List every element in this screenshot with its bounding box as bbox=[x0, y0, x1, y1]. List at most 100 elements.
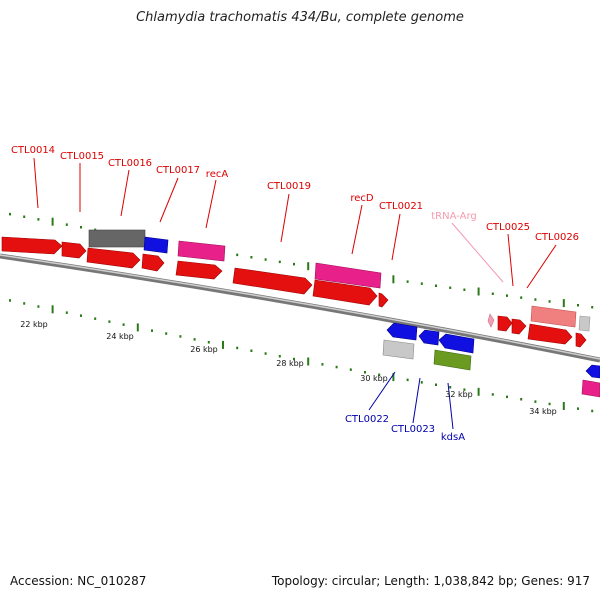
minor-tick bbox=[449, 286, 452, 289]
minor-tick bbox=[534, 298, 537, 301]
gene-arrow-ctl0015[interactable] bbox=[61, 241, 87, 259]
gene-arrow-rev-right[interactable] bbox=[585, 364, 600, 379]
major-tick bbox=[392, 373, 395, 382]
lower-tick-row bbox=[9, 299, 594, 413]
gene-arrow-small-1[interactable] bbox=[497, 315, 513, 332]
gene-arrow-rev-3[interactable] bbox=[438, 333, 475, 354]
minor-tick bbox=[591, 409, 594, 413]
major-tick bbox=[392, 275, 395, 284]
minor-tick bbox=[577, 407, 579, 410]
minor-tick bbox=[463, 288, 466, 291]
minor-tick bbox=[364, 371, 366, 374]
genome-backbone bbox=[0, 253, 600, 363]
upper-label-leaders bbox=[33, 157, 557, 289]
minor-tick bbox=[534, 400, 537, 403]
feature-box-gray[interactable] bbox=[88, 229, 146, 248]
minor-tick bbox=[577, 304, 579, 307]
scale-label: 32 kbp bbox=[445, 390, 473, 399]
gene-arrow-small-2[interactable] bbox=[575, 332, 587, 348]
minor-tick bbox=[591, 306, 594, 309]
trna-arg-arrow[interactable] bbox=[487, 313, 495, 328]
genome-summary-text: Topology: circular; Length: 1,038,842 bp… bbox=[271, 574, 590, 588]
minor-tick bbox=[520, 398, 523, 401]
gene-arrow-ctl0017[interactable] bbox=[141, 253, 165, 272]
gene-arrow-ctl0019[interactable] bbox=[232, 267, 313, 295]
minor-tick bbox=[37, 218, 40, 221]
minor-tick bbox=[108, 320, 111, 323]
scale-label: 26 kbp bbox=[190, 345, 218, 354]
gene-arrow-rev-1[interactable] bbox=[386, 322, 418, 341]
minor-tick bbox=[491, 393, 494, 396]
gene-box-ctl0022[interactable] bbox=[382, 339, 415, 360]
label-ctl0014: CTL0014 bbox=[11, 145, 55, 156]
minor-tick bbox=[278, 355, 281, 358]
minor-tick bbox=[37, 305, 40, 308]
minor-tick bbox=[406, 280, 409, 283]
major-tick bbox=[562, 299, 565, 308]
label-reca: recA bbox=[206, 169, 229, 180]
major-tick bbox=[477, 387, 480, 396]
gene-box-kdsa[interactable] bbox=[433, 349, 472, 371]
minor-tick bbox=[435, 284, 437, 287]
upper-gene-labels: CTL0014 CTL0015 CTL0016 CTL0017 recA CTL… bbox=[11, 145, 579, 243]
major-tick bbox=[51, 305, 54, 314]
gene-box-rev-right-pink[interactable] bbox=[581, 379, 600, 398]
minor-tick bbox=[80, 314, 82, 317]
minor-tick bbox=[321, 363, 324, 366]
label-ctl0022: CTL0022 bbox=[345, 414, 389, 425]
minor-tick bbox=[278, 260, 281, 264]
major-tick bbox=[562, 402, 565, 410]
gene-arrow-ctl0026[interactable] bbox=[527, 323, 573, 345]
label-ctl0016: CTL0016 bbox=[108, 158, 152, 169]
gene-arrow-ctl0016[interactable] bbox=[86, 247, 141, 269]
label-recd: recD bbox=[350, 193, 374, 204]
minor-tick bbox=[151, 329, 153, 332]
minor-tick bbox=[406, 378, 409, 382]
minor-tick bbox=[378, 373, 381, 376]
scale-label: 24 kbp bbox=[106, 332, 134, 341]
label-ctl0023: CTL0023 bbox=[391, 424, 435, 435]
minor-tick bbox=[349, 368, 352, 371]
minor-tick bbox=[420, 282, 423, 285]
feature-box-pink-1[interactable] bbox=[177, 240, 226, 262]
major-tick bbox=[51, 217, 54, 226]
minor-tick bbox=[250, 256, 253, 259]
minor-tick bbox=[264, 352, 267, 355]
minor-tick bbox=[236, 253, 239, 257]
scale-labels: 22 kbp 24 kbp 26 kbp 28 kbp 30 kbp 32 kb… bbox=[20, 320, 557, 416]
feature-box-salmon[interactable] bbox=[530, 305, 577, 328]
minor-tick bbox=[463, 388, 466, 391]
gene-arrow-ctl0025[interactable] bbox=[511, 318, 527, 335]
gene-arrow-reca[interactable] bbox=[175, 260, 223, 280]
feature-box-lightgray-right[interactable] bbox=[578, 315, 591, 332]
minor-tick bbox=[506, 294, 508, 297]
lower-gene-labels: CTL0022 CTL0023 kdsA bbox=[345, 414, 465, 443]
gene-arrow-ctl0021[interactable] bbox=[378, 292, 389, 308]
gene-arrow-rev-2[interactable] bbox=[418, 329, 440, 346]
minor-tick bbox=[435, 383, 437, 386]
minor-tick bbox=[548, 402, 551, 406]
major-tick bbox=[136, 323, 139, 332]
minor-tick bbox=[23, 215, 26, 218]
feature-box-blue[interactable] bbox=[143, 236, 169, 254]
minor-tick bbox=[9, 299, 11, 302]
minor-tick bbox=[506, 395, 508, 399]
minor-tick bbox=[449, 386, 452, 389]
feature-box-pink-2[interactable] bbox=[314, 262, 382, 289]
minor-tick bbox=[122, 323, 125, 326]
scale-label: 34 kbp bbox=[529, 407, 557, 416]
gene-arrow-recd[interactable] bbox=[312, 279, 378, 306]
major-tick bbox=[307, 357, 310, 366]
major-tick bbox=[477, 287, 480, 296]
minor-tick bbox=[23, 302, 26, 305]
label-ctl0017: CTL0017 bbox=[156, 165, 200, 176]
gene-arrow-ctl0014[interactable] bbox=[1, 236, 63, 255]
reverse-gene-track bbox=[382, 322, 600, 398]
scale-label: 30 kbp bbox=[360, 374, 388, 383]
minor-tick bbox=[250, 349, 253, 352]
minor-tick bbox=[548, 300, 551, 303]
major-tick bbox=[307, 262, 310, 271]
minor-tick bbox=[236, 346, 239, 350]
minor-tick bbox=[65, 311, 68, 314]
